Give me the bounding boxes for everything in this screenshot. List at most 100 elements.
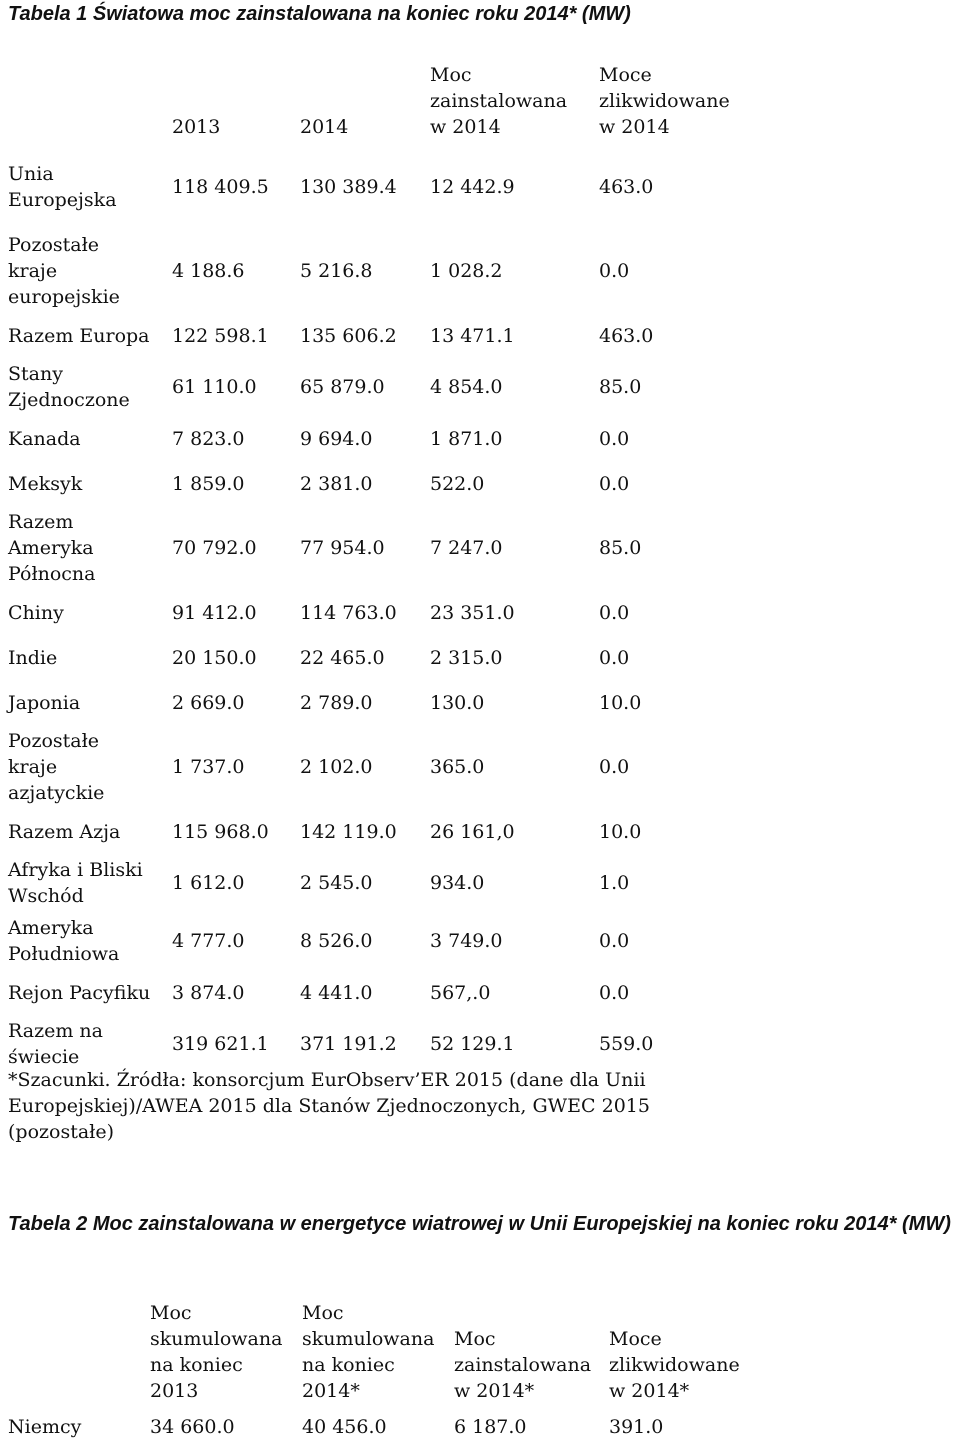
row-label: Unia Europejska <box>8 163 117 211</box>
row-label: Razem na świecie <box>8 1020 103 1068</box>
cell-installed: 12 442.9 <box>430 176 515 198</box>
cell-2013: 4 188.6 <box>172 260 245 282</box>
cell-decommissioned: 559.0 <box>599 1033 654 1055</box>
table-row: Niemcy 34 660.0 40 456.0 6 187.0 391.0 <box>8 1404 768 1450</box>
table-row: Razem Ameryka Północna 70 792.0 77 954.0… <box>8 509 760 593</box>
cell-installed: 567,.0 <box>430 981 491 1004</box>
table1: 2013 2014 Moc zainstalowana w 2014 Moce … <box>8 62 760 1076</box>
row-label: Razem Ameryka Północna <box>8 511 96 585</box>
cell-decommissioned: 0.0 <box>599 930 630 952</box>
cell-installed: 3 749.0 <box>430 930 503 952</box>
table2-header-cell: Moc skumulowana na koniec 2013 <box>150 1302 283 1402</box>
table2-header-cell: Moce zlikwidowane w 2014* <box>609 1328 740 1402</box>
table-row: Razem na świecie 319 621.1 371 191.2 52 … <box>8 1018 760 1076</box>
table1-header-cell: 2014 <box>300 116 349 138</box>
cell-2014: 2 789.0 <box>300 691 373 714</box>
cell-2014: 142 119.0 <box>300 820 397 843</box>
cell-installed: 23 351.0 <box>430 601 515 624</box>
cell-installed: 52 129.1 <box>430 1033 515 1055</box>
cell-installed: 2 315.0 <box>430 646 503 669</box>
cell-installed: 7 247.0 <box>430 537 503 559</box>
cell-installed: 934.0 <box>430 872 485 894</box>
cell-2014: 130 389.4 <box>300 176 397 198</box>
cell-cumulative-2013: 34 660.0 <box>150 1416 235 1438</box>
row-label: Japonia <box>8 691 81 714</box>
cell-2013: 118 409.5 <box>172 176 269 198</box>
cell-2013: 61 110.0 <box>172 376 257 398</box>
cell-decommissioned: 0.0 <box>599 472 630 495</box>
table-row: Stany Zjednoczone 61 110.0 65 879.0 4 85… <box>8 361 760 419</box>
table1-header-cell: Moc zainstalowana w 2014 <box>430 64 568 138</box>
cell-2013: 1 737.0 <box>172 756 245 778</box>
table-row: Pozostałe kraje europejskie 4 188.6 5 21… <box>8 232 760 316</box>
cell-2013: 20 150.0 <box>172 646 257 669</box>
table1-header-cell: Moce zlikwidowane w 2014 <box>599 64 730 138</box>
table1-header-cell: 2013 <box>172 116 221 138</box>
cell-2013: 1 612.0 <box>172 872 245 894</box>
cell-2014: 2 381.0 <box>300 472 373 495</box>
cell-installed: 6 187.0 <box>454 1416 527 1438</box>
cell-2013: 319 621.1 <box>172 1033 269 1055</box>
table2-caption: Tabela 2 Moc zainstalowana w energetyce … <box>8 1213 951 1235</box>
row-label: Ameryka Południowa <box>8 917 120 965</box>
table1-header-cell <box>8 62 172 140</box>
table1-caption: Tabela 1 Światowa moc zainstalowana na k… <box>8 3 631 25</box>
cell-2013: 122 598.1 <box>172 324 269 347</box>
table-row: Japonia 2 669.0 2 789.0 130.0 10.0 <box>8 683 760 728</box>
cell-installed: 130.0 <box>430 691 485 714</box>
cell-cumulative-2014: 40 456.0 <box>302 1416 387 1438</box>
table-row: Afryka i Bliski Wschód 1 612.0 2 545.0 9… <box>8 857 760 915</box>
cell-2013: 7 823.0 <box>172 427 245 450</box>
table-row: Indie 20 150.0 22 465.0 2 315.0 0.0 <box>8 638 760 683</box>
row-label: Pozostałe kraje europejskie <box>8 234 120 308</box>
cell-installed: 13 471.1 <box>430 324 515 347</box>
table2-header-cell <box>8 1300 150 1404</box>
cell-decommissioned: 10.0 <box>599 691 642 714</box>
row-label: Niemcy <box>8 1416 82 1438</box>
row-label: Meksyk <box>8 472 83 495</box>
row-label: Rejon Pacyfiku <box>8 981 151 1004</box>
cell-installed: 1 028.2 <box>430 260 503 282</box>
cell-2013: 70 792.0 <box>172 537 257 559</box>
cell-2014: 114 763.0 <box>300 601 397 624</box>
cell-2014: 77 954.0 <box>300 537 385 559</box>
cell-decommissioned: 0.0 <box>599 601 630 624</box>
cell-decommissioned: 391.0 <box>609 1416 664 1438</box>
cell-decommissioned: 1.0 <box>599 872 630 894</box>
row-label: Pozostałe kraje azjatyckie <box>8 730 105 804</box>
table-row: Chiny 91 412.0 114 763.0 23 351.0 0.0 <box>8 593 760 638</box>
cell-2014: 65 879.0 <box>300 376 385 398</box>
cell-installed: 4 854.0 <box>430 376 503 398</box>
cell-decommissioned: 85.0 <box>599 376 642 398</box>
cell-decommissioned: 85.0 <box>599 537 642 559</box>
cell-2014: 22 465.0 <box>300 646 385 669</box>
table1-header-row: 2013 2014 Moc zainstalowana w 2014 Moce … <box>8 62 760 140</box>
cell-installed: 1 871.0 <box>430 427 503 450</box>
cell-2013: 1 859.0 <box>172 472 245 495</box>
table2-header-row: Moc skumulowana na koniec 2013 Moc skumu… <box>8 1300 768 1404</box>
table-row: Meksyk 1 859.0 2 381.0 522.0 0.0 <box>8 464 760 509</box>
row-label: Razem Azja <box>8 820 121 843</box>
table2: Moc skumulowana na koniec 2013 Moc skumu… <box>8 1300 768 1450</box>
cell-decommissioned: 0.0 <box>599 756 630 778</box>
cell-2013: 2 669.0 <box>172 691 245 714</box>
cell-2014: 2 545.0 <box>300 872 373 894</box>
cell-2013: 91 412.0 <box>172 601 257 624</box>
cell-2014: 5 216.8 <box>300 260 373 282</box>
table-row: Rejon Pacyfiku 3 874.0 4 441.0 567,.0 0.… <box>8 973 760 1018</box>
cell-decommissioned: 0.0 <box>599 260 630 282</box>
cell-2014: 371 191.2 <box>300 1033 397 1055</box>
cell-2013: 115 968.0 <box>172 820 269 843</box>
cell-decommissioned: 10.0 <box>599 820 642 843</box>
cell-installed: 26 161,0 <box>430 820 515 843</box>
table2-header-cell: Moc skumulowana na koniec 2014* <box>302 1302 435 1402</box>
row-label: Stany Zjednoczone <box>8 363 130 411</box>
cell-2014: 8 526.0 <box>300 930 373 952</box>
cell-decommissioned: 0.0 <box>599 427 630 450</box>
cell-2014: 4 441.0 <box>300 981 373 1004</box>
cell-2014: 9 694.0 <box>300 427 373 450</box>
cell-2014: 2 102.0 <box>300 756 373 778</box>
cell-decommissioned: 463.0 <box>599 324 654 347</box>
cell-installed: 522.0 <box>430 472 485 495</box>
row-label: Indie <box>8 646 58 669</box>
